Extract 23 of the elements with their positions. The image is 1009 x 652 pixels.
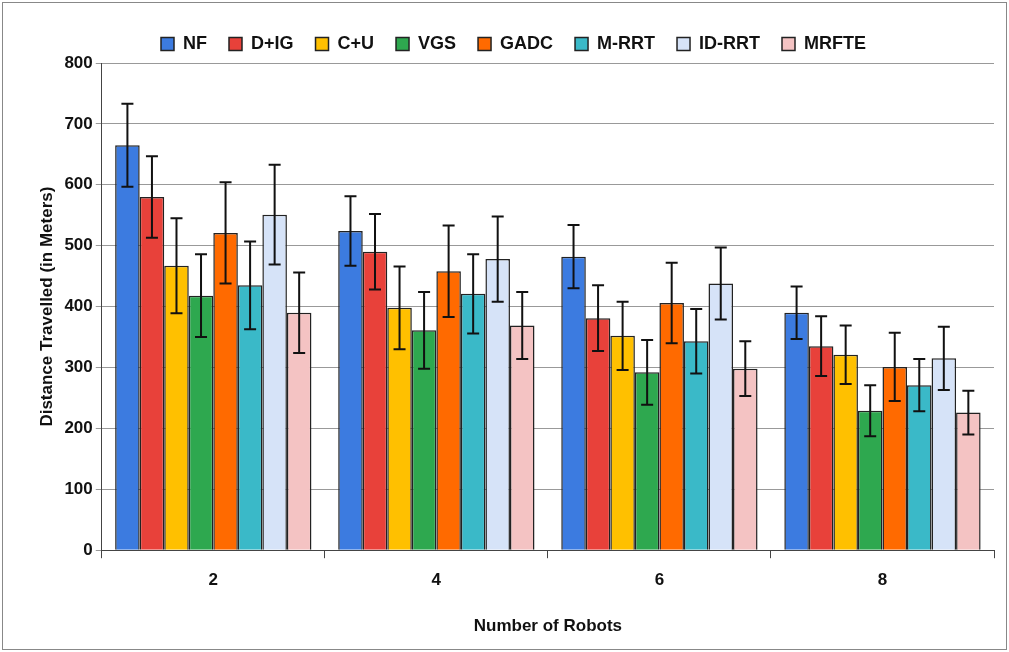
y-axis-title: Distance Travelled (in Meters) [36,186,56,427]
y-tick-label: 300 [64,357,93,377]
y-tick-label: 0 [83,539,93,559]
legend-label: C+U [337,32,375,53]
legend-label: GADC [500,32,554,53]
y-tick-label: 600 [64,174,93,194]
y-tick-label: 500 [64,235,93,255]
y-tick-label: 400 [64,296,93,316]
x-tick-label: 6 [654,570,665,590]
y-tick-label: 800 [64,52,93,72]
legend-label: ID-RRT [699,32,761,53]
y-tick-label: 100 [64,478,93,498]
legend-label: MRFTE [804,32,866,53]
y-tick-label: 200 [64,418,93,438]
legend-label: VGS [418,32,457,53]
x-tick-label: 8 [877,570,888,590]
y-tick-label: 700 [64,113,93,133]
x-axis-title: Number of Robots [473,616,623,636]
x-tick-label: 4 [431,570,442,590]
legend-label: NF [183,32,208,53]
legend-label: D+IG [251,32,294,53]
x-tick-label: 2 [208,570,219,590]
legend-label: M-RRT [597,32,656,53]
